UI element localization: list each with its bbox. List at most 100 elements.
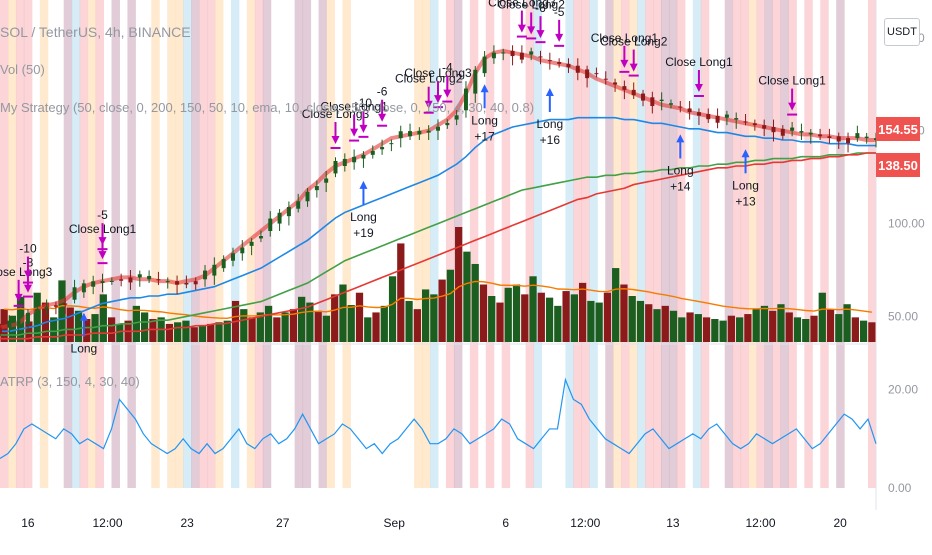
candle-body	[119, 279, 124, 281]
zone-band	[764, 0, 773, 488]
zone-band	[581, 0, 590, 488]
volume-bar	[149, 319, 157, 342]
zone-band	[621, 0, 630, 488]
zone-band	[645, 0, 654, 488]
candle-body	[585, 69, 590, 79]
long-entry-label: +19	[353, 226, 374, 240]
volume-bar	[421, 289, 430, 342]
candle-body	[566, 63, 571, 68]
volume-bar	[314, 310, 322, 342]
symbol-legend: SOL / TetherUS, 4h, BINANCE	[0, 24, 191, 40]
zone-band	[724, 0, 734, 488]
zone-band	[414, 0, 423, 488]
candle-body	[408, 131, 413, 137]
zone-band	[430, 0, 439, 488]
close-long-arrowhead	[14, 293, 23, 302]
volume-bar	[826, 309, 835, 342]
close-long-arrowhead	[331, 136, 340, 144]
candle-body	[724, 114, 729, 118]
candle-body	[715, 115, 720, 123]
zone-band	[836, 0, 845, 488]
candle-body	[734, 118, 739, 120]
candle-body	[696, 112, 701, 116]
volume-bar	[66, 307, 74, 342]
candle-body	[249, 241, 254, 246]
zone-band	[748, 0, 758, 488]
candle-body	[613, 82, 618, 85]
close-long-label: Close Long3	[404, 66, 472, 80]
volume-bar	[512, 284, 521, 342]
volume-bar	[529, 276, 537, 342]
candle-body	[72, 287, 77, 300]
candle-body	[790, 127, 795, 131]
volume-bar	[347, 305, 355, 342]
long-entry-label: Long	[732, 178, 759, 192]
close-long-arrowhead	[359, 124, 368, 133]
candle-body	[668, 103, 673, 105]
volume-bar	[537, 292, 545, 342]
close-long-label: Close Long2	[497, 0, 565, 11]
volume-bar	[636, 300, 645, 342]
close-long-arrowhead	[788, 102, 797, 111]
volume-bar	[686, 312, 694, 342]
volume-bar	[198, 325, 207, 342]
long-entry-label: Long	[536, 117, 563, 131]
volume-bar	[653, 309, 661, 342]
volume-bar	[116, 323, 124, 342]
candle-body	[53, 305, 58, 307]
long-entry-label: +16	[540, 133, 561, 147]
candle-body	[389, 143, 394, 145]
candle-body	[771, 127, 776, 133]
close-long-arrowhead	[23, 270, 32, 279]
close-long-label: -4	[442, 61, 453, 75]
volume-bar	[339, 284, 347, 342]
time-axis-tick: 16	[21, 516, 35, 530]
time-axis-tick: 13	[666, 516, 680, 530]
close-long-label: Close Long3	[302, 107, 370, 121]
zone-band	[732, 0, 742, 488]
volume-bar	[587, 300, 595, 342]
close-long-label: Close Long1	[591, 31, 659, 45]
close-long-label: Close Long2	[600, 35, 668, 49]
long-entry-label: Long	[471, 113, 498, 127]
zone-band	[676, 0, 686, 488]
volume-bar	[289, 309, 298, 342]
zone-band	[613, 0, 622, 488]
atrp-legend: ATRP (3, 150, 4, 30, 40)	[0, 374, 140, 389]
zone-band	[302, 0, 312, 488]
zone-band	[207, 0, 216, 488]
zone-band	[804, 0, 813, 488]
volume-bar	[521, 294, 529, 342]
candle-body	[641, 93, 646, 101]
currency-button[interactable]: USDT	[884, 18, 920, 46]
strategy-legend: My Strategy (50, close, 0, 200, 150, 50,…	[0, 100, 535, 115]
volume-bar	[322, 315, 331, 342]
candle-body	[44, 306, 49, 309]
zone-band	[780, 0, 789, 488]
zone-band	[79, 0, 89, 488]
volume-bar	[488, 296, 496, 342]
zone-band	[565, 0, 574, 488]
close-long-arrowhead	[434, 95, 442, 104]
atrp-line	[0, 377, 877, 459]
candle-body	[305, 191, 310, 202]
candle-body	[156, 279, 161, 281]
candle-body	[519, 52, 524, 60]
grid	[0, 0, 877, 510]
time-axis-tick: 6	[502, 516, 509, 530]
candle-body	[296, 201, 301, 209]
zone-band	[629, 0, 638, 488]
volume-bar	[752, 309, 760, 342]
candle-body	[25, 312, 30, 324]
candle-body	[63, 303, 68, 305]
candle-body	[594, 73, 599, 75]
volume-bar	[859, 320, 868, 342]
volume-bar	[504, 287, 512, 342]
volume-bar	[380, 305, 388, 342]
volume-bar	[372, 312, 380, 342]
volume-bar	[719, 320, 727, 342]
zone-band	[820, 0, 829, 488]
candle-body	[538, 56, 543, 58]
